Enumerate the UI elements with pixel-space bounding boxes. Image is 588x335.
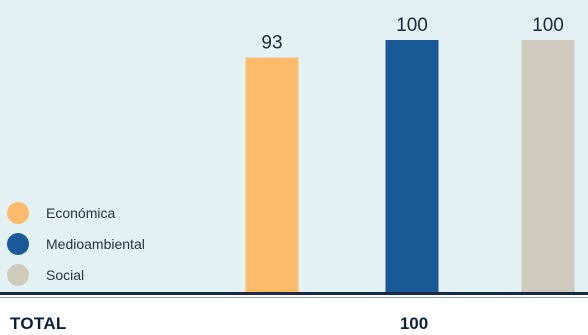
bar-chart: 93 100 100 [245, 15, 575, 292]
legend-item-economica: Económica [7, 197, 145, 228]
bar-medioambiental [385, 40, 439, 292]
bar-economica [245, 57, 299, 292]
bar-value-medioambiental: 100 [396, 15, 428, 36]
bar-value-social: 100 [532, 15, 564, 36]
legend-label-social: Social [46, 266, 85, 283]
chart-panel: 93 100 100 Económica Medioambiental Social [0, 0, 588, 292]
bar-social [521, 40, 575, 292]
legend-item-medioambiental: Medioambiental [7, 228, 145, 259]
total-divider-thin [0, 297, 588, 298]
legend-item-social: Social [7, 259, 145, 290]
legend-swatch-social [7, 263, 29, 286]
legend-label-medioambiental: Medioambiental [46, 235, 145, 252]
total-label: TOTAL [10, 314, 67, 333]
legend-label-economica: Económica [46, 204, 116, 221]
total-divider [0, 292, 588, 295]
legend-swatch-medioambiental [7, 232, 29, 255]
legend-swatch-economica [7, 201, 29, 224]
bar-value-economica: 93 [261, 33, 282, 54]
total-value: 100 [399, 314, 429, 333]
legend: Económica Medioambiental Social [7, 197, 145, 290]
